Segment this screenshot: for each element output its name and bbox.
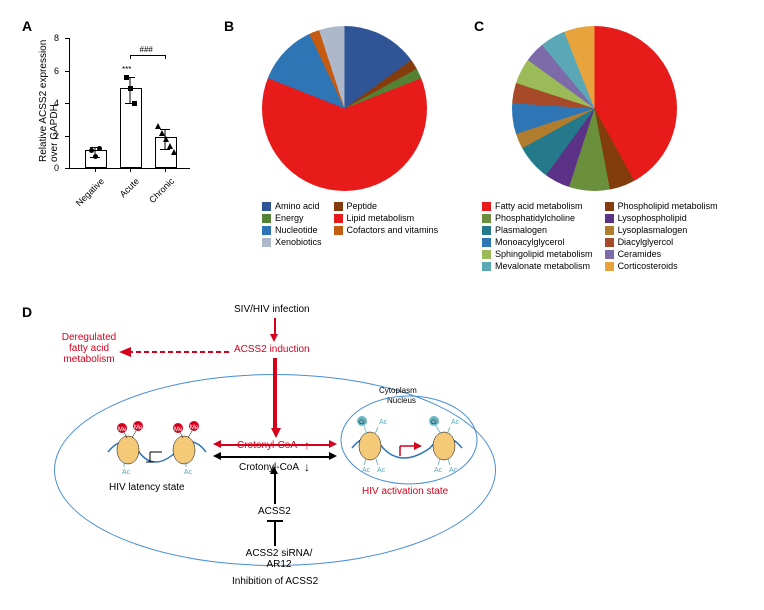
legend-item: Corticosteroids xyxy=(605,261,718,271)
legend-item: Lipid metabolism xyxy=(334,213,439,223)
legend-item: Peptide xyxy=(334,201,439,211)
svg-text:Cr: Cr xyxy=(359,420,365,426)
figure: A Relative ACSS2 expressionover GAPDH 02… xyxy=(14,14,750,596)
svg-text:Ac: Ac xyxy=(434,467,443,474)
svg-text:Ac: Ac xyxy=(377,467,386,474)
barchart-a: 02468NegativeAcuteChronic***### xyxy=(69,38,190,169)
arrowhead-sivhiv xyxy=(270,334,278,342)
legend-item: Phosphatidylcholine xyxy=(482,213,593,223)
text-inhib2: Inhibition of ACSS2 xyxy=(232,576,318,587)
svg-text:Ac: Ac xyxy=(362,467,371,474)
svg-text:Ac: Ac xyxy=(122,469,131,476)
arrow-crotonyl-black xyxy=(221,456,329,458)
nucleosome-latency: Me Me Me Me Ac Ac xyxy=(104,414,176,476)
svg-text:Me: Me xyxy=(134,425,143,431)
nucleosome-activation: Cr Cr Ac Ac Ac Ac Ac Ac xyxy=(334,390,484,489)
text-inhib: ACSS2 siRNA/AR12 xyxy=(244,548,314,570)
pie-b xyxy=(262,26,427,191)
svg-text:Ac: Ac xyxy=(379,419,388,426)
svg-text:Cr: Cr xyxy=(431,420,437,426)
panel-label-c: C xyxy=(474,18,484,34)
text-acss2: ACSS2 xyxy=(258,506,291,517)
svg-text:Ac: Ac xyxy=(184,469,193,476)
legend-item: Lysophospholipid xyxy=(605,213,718,223)
arrowhead-induction-down xyxy=(271,428,281,438)
text-acss2-induction: ACSS2 induction xyxy=(234,344,310,355)
text-latency: HIV latency state xyxy=(109,482,185,493)
legend-b: Amino acid Energy Nucleotide Xenobiotics Pep… xyxy=(262,200,438,248)
svg-text:Me: Me xyxy=(118,427,127,433)
arrow-induction-down xyxy=(273,358,277,428)
svg-text:Me: Me xyxy=(190,425,199,431)
legend-item: Amino acid xyxy=(262,201,322,211)
svg-text:Ac: Ac xyxy=(451,419,460,426)
svg-text:Me: Me xyxy=(174,427,183,433)
arrow-sivhiv xyxy=(274,318,276,334)
panel-label-d: D xyxy=(22,304,32,320)
legend-item: Fatty acid metabolism xyxy=(482,201,593,211)
legend-item: Nucleotide xyxy=(262,225,322,235)
text-dereg: Deregulatedfatty acidmetabolism xyxy=(54,332,124,365)
legend-item: Ceramides xyxy=(605,249,718,259)
panel-label-a: A xyxy=(22,18,32,34)
text-siv-hiv: SIV/HIV infection xyxy=(234,304,310,315)
legend-c: Fatty acid metabolism Phosphatidylcholine… xyxy=(482,200,718,272)
arrow-acss2-up xyxy=(274,474,276,504)
arrow-crotonyl-right-red xyxy=(221,444,329,446)
text-activation: HIV activation state xyxy=(362,486,448,497)
arrowhead-left-black xyxy=(213,452,221,460)
legend-item: Energy xyxy=(262,213,322,223)
svg-text:Ac: Ac xyxy=(449,467,458,474)
arrowhead-left-red2 xyxy=(213,440,221,448)
downarrow-icon: ↓ xyxy=(304,460,310,474)
legend-item: Plasmalogen xyxy=(482,225,593,235)
legend-item: Diacylglyercol xyxy=(605,237,718,247)
arrow-dereg xyxy=(119,344,229,360)
legend-item: Phospholipid metabolism xyxy=(605,201,718,211)
pie-c xyxy=(512,26,677,191)
legend-item: Cofactors and vitamins xyxy=(334,225,439,235)
legend-item: Xenobiotics xyxy=(262,237,322,247)
legend-item: Sphingolipid metabolism xyxy=(482,249,593,259)
legend-item: Lysoplasmalogen xyxy=(605,225,718,235)
tbar-cap xyxy=(267,520,283,522)
schematic-d: SIV/HIV infection ACSS2 induction Deregu… xyxy=(34,304,534,594)
tbar-stem xyxy=(274,522,276,546)
legend-item: Mevalonate metabolism xyxy=(482,261,593,271)
legend-item: Monoacylglycerol xyxy=(482,237,593,247)
arrowhead-acss2-up xyxy=(270,466,278,474)
panel-label-b: B xyxy=(224,18,234,34)
